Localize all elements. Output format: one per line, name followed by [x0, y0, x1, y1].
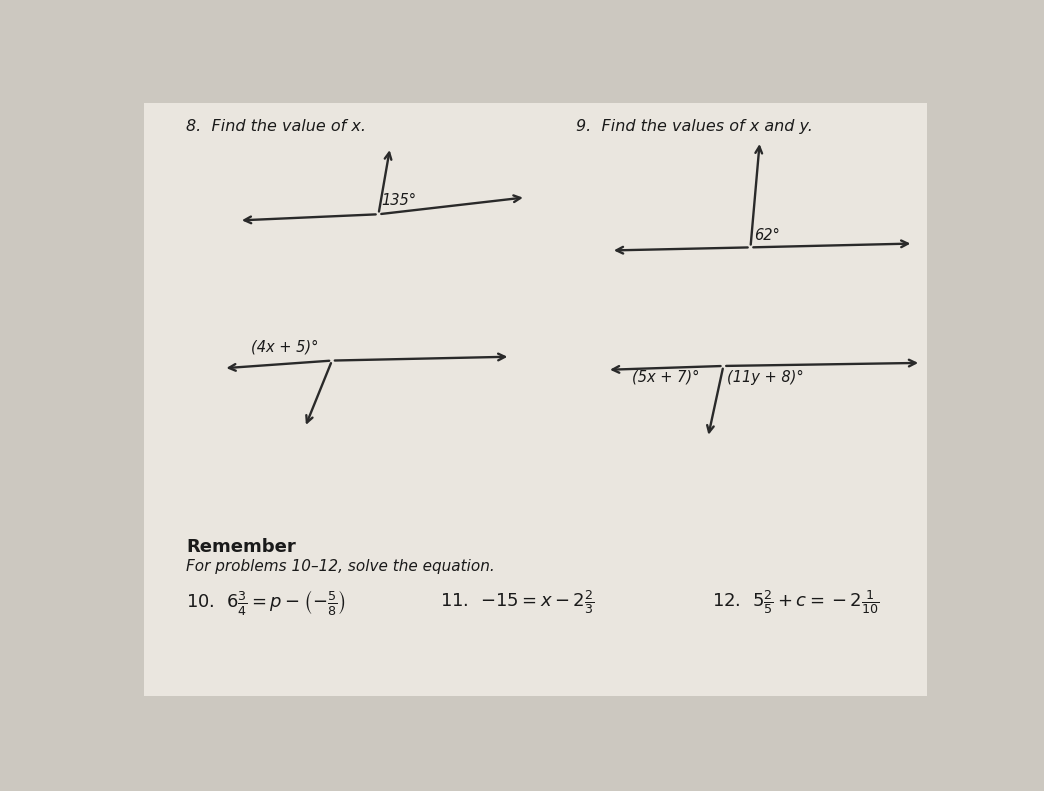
Text: Remember: Remember [186, 539, 296, 556]
Text: 62°: 62° [755, 228, 780, 243]
Text: (11y + 8)°: (11y + 8)° [728, 370, 804, 385]
Text: (4x + 5)°: (4x + 5)° [251, 339, 318, 354]
Text: 8.  Find the value of x.: 8. Find the value of x. [186, 119, 366, 134]
Text: For problems 10–12, solve the equation.: For problems 10–12, solve the equation. [186, 559, 495, 574]
FancyBboxPatch shape [144, 104, 927, 696]
Text: (5x + 7)°: (5x + 7)° [632, 370, 699, 384]
Text: 135°: 135° [381, 193, 416, 208]
Text: 12.  $5\frac{2}{5}+c=-2\frac{1}{10}$: 12. $5\frac{2}{5}+c=-2\frac{1}{10}$ [712, 589, 879, 616]
Text: 9.  Find the values of x and y.: 9. Find the values of x and y. [576, 119, 813, 134]
Text: 10.  $6\frac{3}{4}=p-\left(-\frac{5}{8}\right)$: 10. $6\frac{3}{4}=p-\left(-\frac{5}{8}\r… [186, 589, 346, 618]
Text: 11.  $-15=x-2\frac{2}{3}$: 11. $-15=x-2\frac{2}{3}$ [441, 589, 595, 616]
